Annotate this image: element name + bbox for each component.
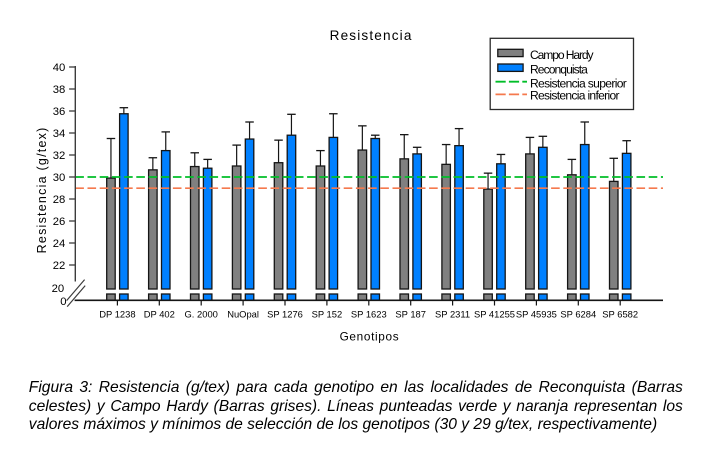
svg-text:SP 152: SP 152	[312, 308, 343, 319]
svg-text:NuOpal: NuOpal	[227, 308, 259, 319]
svg-text:SP 6284: SP 6284	[560, 308, 596, 319]
svg-text:32: 32	[53, 150, 66, 162]
svg-text:Campo Hardy: Campo Hardy	[530, 48, 595, 62]
svg-text:G. 2000: G. 2000	[185, 308, 218, 319]
svg-text:24: 24	[53, 238, 66, 250]
svg-text:SP 1623: SP 1623	[351, 308, 387, 319]
svg-text:Genotipos: Genotipos	[340, 330, 399, 344]
svg-text:SP 45935: SP 45935	[516, 308, 557, 319]
svg-text:Resistencia (g/tex): Resistencia (g/tex)	[35, 128, 49, 254]
svg-text:Reconquista: Reconquista	[530, 62, 588, 76]
svg-text:36: 36	[53, 106, 66, 118]
svg-text:26: 26	[53, 216, 66, 228]
svg-text:22: 22	[53, 260, 66, 272]
svg-text:SP 1276: SP 1276	[267, 308, 303, 319]
svg-text:20: 20	[52, 283, 65, 295]
svg-text:30: 30	[53, 172, 66, 184]
svg-text:DP 402: DP 402	[144, 308, 175, 319]
svg-text:SP 187: SP 187	[395, 308, 426, 319]
svg-text:Resistencia inferior: Resistencia inferior	[530, 89, 620, 103]
svg-text:SP 41255: SP 41255	[474, 308, 515, 319]
svg-text:SP 2311: SP 2311	[435, 308, 470, 319]
svg-text:38: 38	[53, 84, 66, 96]
svg-text:40: 40	[53, 62, 66, 74]
svg-text:Resistencia superior: Resistencia superior	[530, 76, 627, 90]
svg-text:Resistencia: Resistencia	[330, 28, 412, 43]
svg-text:34: 34	[53, 128, 66, 140]
svg-text:DP 1238: DP 1238	[99, 308, 135, 319]
svg-text:28: 28	[53, 194, 66, 206]
svg-text:0: 0	[60, 296, 66, 308]
svg-text:SP 6582: SP 6582	[602, 308, 638, 319]
